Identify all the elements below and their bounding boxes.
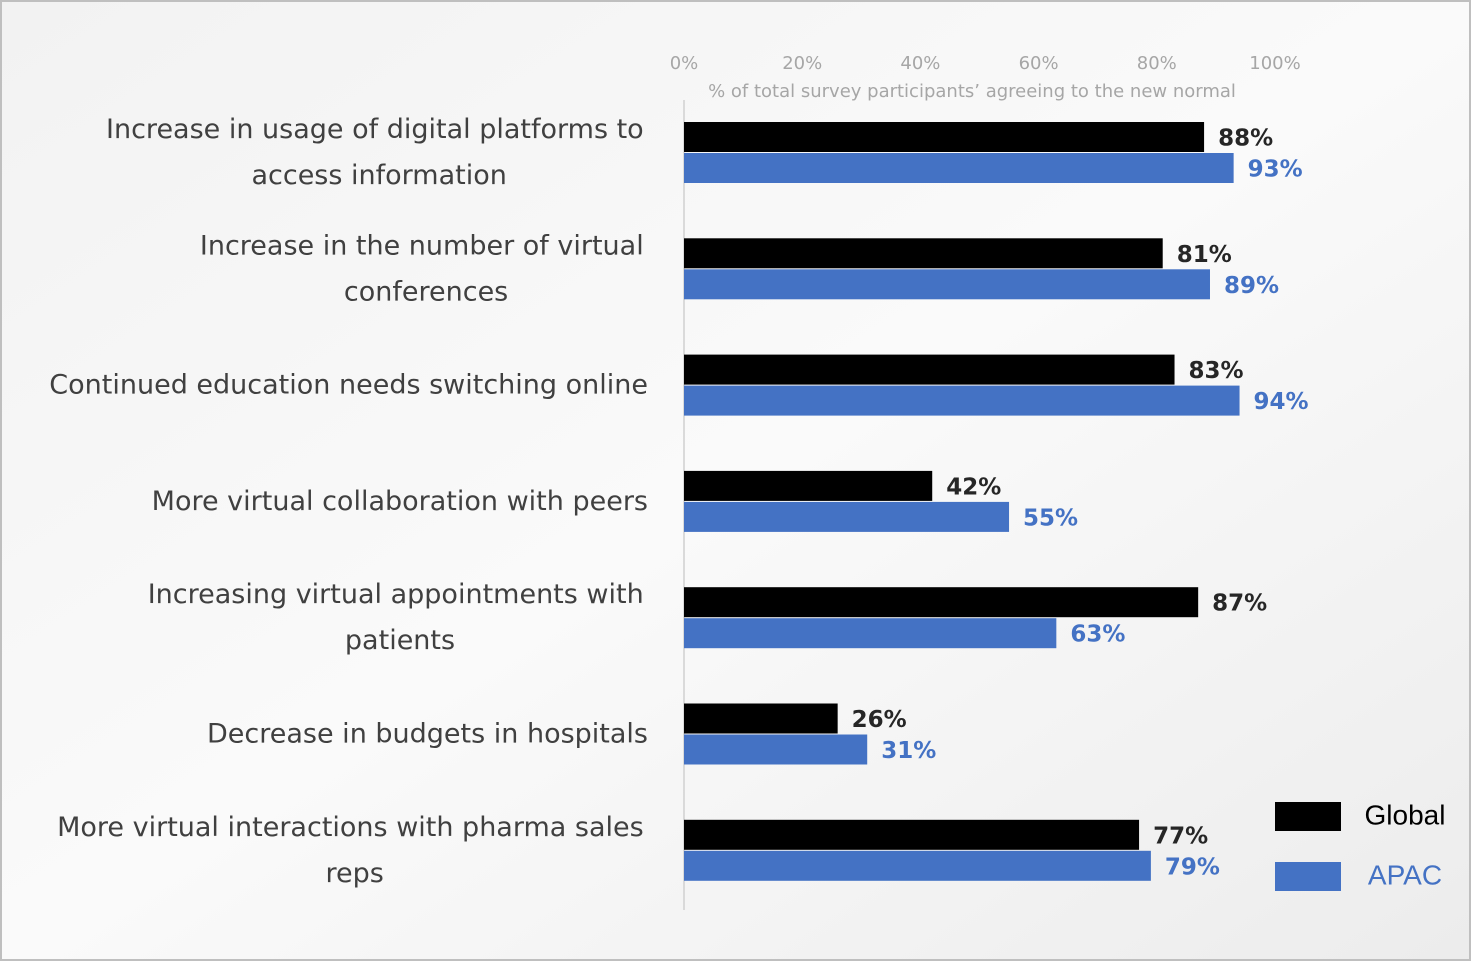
legend-swatch <box>1275 862 1341 891</box>
category-label: More virtual interactions with pharma sa… <box>57 811 652 888</box>
value-label: 31% <box>881 738 936 764</box>
bar <box>684 501 1010 532</box>
bar <box>684 734 868 765</box>
value-label: 94% <box>1254 389 1309 415</box>
x-tick-label: 0% <box>670 53 699 74</box>
value-label: 88% <box>1218 126 1273 152</box>
category-label: Increase in usage of digital platforms t… <box>106 114 652 191</box>
bar <box>684 153 1234 183</box>
category-label: Increase in the number of virtual confer… <box>200 230 652 307</box>
x-tick-label: 20% <box>782 53 822 74</box>
x-axis-title: % of total survey participants’ agreeing… <box>708 81 1236 102</box>
value-label: 63% <box>1070 622 1125 648</box>
category-label: Increasing virtual appointments with pat… <box>148 579 653 656</box>
legend-swatch <box>1275 802 1341 831</box>
value-label: 42% <box>946 474 1001 500</box>
bar <box>684 819 1140 850</box>
bar <box>684 618 1057 649</box>
value-label: 55% <box>1023 505 1078 531</box>
bar <box>684 269 1210 300</box>
legend-label: APAC <box>1368 859 1442 890</box>
value-label: 77% <box>1153 823 1208 849</box>
value-label: 81% <box>1177 242 1232 268</box>
category-label: Decrease in budgets in hospitals <box>207 718 648 749</box>
x-tick-label: 100% <box>1249 53 1300 74</box>
value-label: 93% <box>1248 157 1303 183</box>
bar <box>684 122 1205 152</box>
value-label: 89% <box>1224 273 1279 299</box>
bar <box>684 470 933 501</box>
bar <box>684 587 1199 618</box>
category-label: More virtual collaboration with peers <box>152 485 648 516</box>
bar <box>684 238 1163 269</box>
legend-label: Global <box>1365 799 1446 830</box>
bar <box>684 385 1240 416</box>
value-label: 87% <box>1212 591 1267 617</box>
value-label: 79% <box>1165 854 1220 880</box>
category-label: Continued education needs switching onli… <box>49 369 648 400</box>
bar <box>684 703 838 734</box>
x-tick-label: 80% <box>1137 53 1177 74</box>
x-tick-label: 40% <box>900 53 940 74</box>
value-label: 26% <box>852 707 907 733</box>
bar <box>684 354 1175 385</box>
x-tick-label: 60% <box>1019 53 1059 74</box>
value-label: 83% <box>1189 358 1244 384</box>
bar <box>684 850 1151 881</box>
